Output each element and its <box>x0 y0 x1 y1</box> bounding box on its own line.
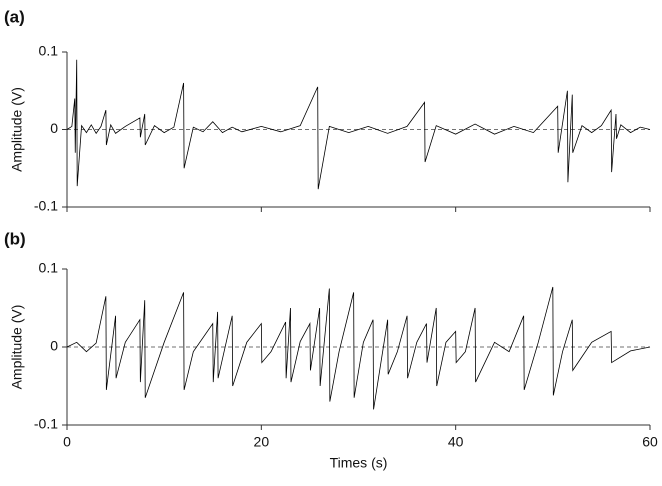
signal-line <box>66 286 651 410</box>
y-tick-label: -0.1 <box>34 416 58 432</box>
x-tick-label: 20 <box>254 434 270 450</box>
y-tick-label: 0 <box>50 338 58 354</box>
y-axis-label: Amplitude (V) <box>9 305 25 390</box>
x-axis-label: Times (s) <box>330 455 388 471</box>
panel-label: (a) <box>4 7 25 26</box>
x-tick-label: 40 <box>448 434 464 450</box>
panel-label: (b) <box>4 229 26 248</box>
y-tick-label: 0.1 <box>39 260 59 276</box>
y-axis-label: Amplitude (V) <box>9 87 25 172</box>
y-tick-label: 0 <box>50 120 58 136</box>
y-tick-label: 0.1 <box>39 43 59 59</box>
x-tick-label: 0 <box>63 434 71 450</box>
y-tick-label: -0.1 <box>34 198 58 214</box>
x-tick-label: 60 <box>642 434 658 450</box>
signal-line <box>66 59 651 190</box>
